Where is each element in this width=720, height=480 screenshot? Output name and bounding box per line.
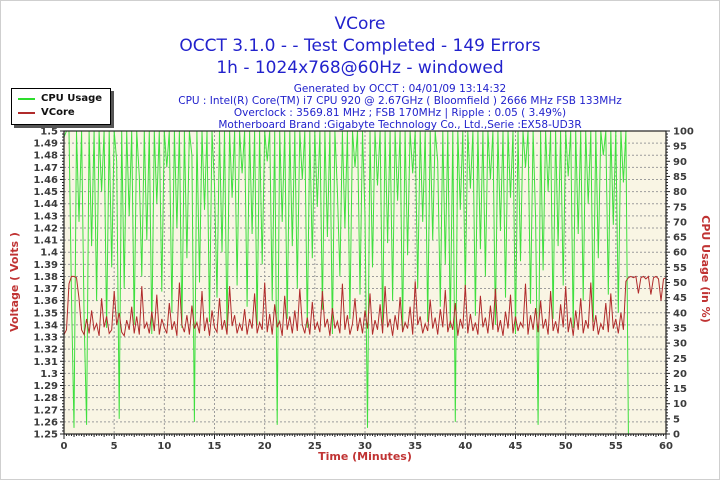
- svg-text:25: 25: [673, 354, 687, 365]
- svg-text:15: 15: [208, 441, 222, 452]
- svg-text:45: 45: [673, 293, 687, 304]
- svg-text:1.27: 1.27: [33, 405, 58, 416]
- svg-text:10: 10: [673, 399, 687, 410]
- svg-text:15: 15: [673, 384, 687, 395]
- svg-text:10: 10: [157, 441, 171, 452]
- svg-text:35: 35: [408, 441, 422, 452]
- svg-text:1.46: 1.46: [33, 175, 58, 186]
- svg-text:1.33: 1.33: [33, 333, 58, 344]
- svg-text:50: 50: [673, 278, 687, 289]
- svg-text:60: 60: [673, 248, 687, 259]
- svg-text:1.32: 1.32: [33, 345, 58, 356]
- chart-subtitle-status: OCCT 3.1.0 - - Test Completed - 149 Erro…: [179, 36, 541, 56]
- svg-text:30: 30: [673, 339, 687, 350]
- svg-text:65: 65: [673, 233, 687, 244]
- svg-text:100: 100: [673, 127, 694, 138]
- svg-text:55: 55: [673, 263, 687, 274]
- legend: CPU Usage VCore: [11, 88, 112, 125]
- vcore-line-swatch-icon: [18, 112, 35, 114]
- chart-title: VCore: [334, 14, 386, 34]
- svg-text:40: 40: [673, 308, 687, 319]
- svg-text:35: 35: [673, 323, 687, 334]
- title-block: VCore OCCT 3.1.0 - - Test Completed - 14…: [1, 13, 719, 79]
- svg-text:5: 5: [111, 441, 118, 452]
- x-axis-title: Time (Minutes): [318, 450, 412, 463]
- svg-text:1.34: 1.34: [33, 320, 58, 331]
- svg-text:1.3: 1.3: [40, 369, 58, 380]
- svg-text:1.41: 1.41: [33, 236, 58, 247]
- svg-text:95: 95: [673, 142, 687, 153]
- svg-text:1.5: 1.5: [40, 127, 58, 138]
- svg-text:1.29: 1.29: [33, 381, 58, 392]
- svg-text:75: 75: [673, 202, 687, 213]
- info-generated: Generated by OCCT : 04/01/09 13:14:32: [293, 83, 507, 95]
- svg-text:1.36: 1.36: [33, 296, 58, 307]
- svg-text:20: 20: [673, 369, 687, 380]
- svg-text:1.4: 1.4: [40, 248, 58, 259]
- svg-text:40: 40: [458, 441, 472, 452]
- svg-text:55: 55: [609, 441, 623, 452]
- chart-subtitle-mode: 1h - 1024x768@60Hz - windowed: [216, 58, 504, 78]
- y-axis-title-right: CPU Usage (in %): [699, 215, 712, 323]
- svg-text:85: 85: [673, 172, 687, 183]
- svg-text:1.31: 1.31: [33, 357, 58, 368]
- svg-text:45: 45: [509, 441, 523, 452]
- svg-text:1.37: 1.37: [33, 284, 58, 295]
- legend-label-vcore: VCore: [41, 107, 75, 118]
- svg-text:80: 80: [673, 187, 687, 198]
- legend-item-vcore: VCore: [18, 106, 102, 120]
- svg-text:5: 5: [673, 414, 680, 425]
- svg-text:1.42: 1.42: [33, 223, 58, 234]
- svg-text:60: 60: [659, 441, 673, 452]
- svg-text:1.25: 1.25: [33, 430, 58, 441]
- svg-text:1.49: 1.49: [33, 139, 58, 150]
- svg-text:1.43: 1.43: [33, 211, 58, 222]
- svg-text:1.38: 1.38: [33, 272, 58, 283]
- svg-text:70: 70: [673, 217, 687, 228]
- svg-text:1.28: 1.28: [33, 393, 58, 404]
- svg-text:1.45: 1.45: [33, 187, 58, 198]
- cpu-usage-line-swatch-icon: [18, 98, 35, 100]
- legend-label-cpu-usage: CPU Usage: [41, 93, 103, 104]
- svg-text:1.48: 1.48: [33, 151, 58, 162]
- svg-text:20: 20: [258, 441, 272, 452]
- svg-text:1.44: 1.44: [33, 199, 58, 210]
- svg-text:1.39: 1.39: [33, 260, 58, 271]
- info-motherboard: Motherboard Brand :Gigabyte Technology C…: [218, 119, 582, 131]
- svg-text:50: 50: [559, 441, 573, 452]
- svg-text:1.26: 1.26: [33, 417, 58, 428]
- svg-text:30: 30: [358, 441, 372, 452]
- info-overclock: Overclock : 3569.81 MHz ; FSB 170MHz | R…: [233, 107, 567, 119]
- svg-text:90: 90: [673, 157, 687, 168]
- y-axis-title-left: Voltage ( Volts ): [8, 232, 21, 332]
- svg-text:25: 25: [308, 441, 322, 452]
- svg-text:1.47: 1.47: [33, 163, 58, 174]
- svg-text:0: 0: [61, 441, 68, 452]
- svg-text:0: 0: [673, 430, 680, 441]
- info-cpu: CPU : Intel(R) Core(TM) i7 CPU 920 @ 2.6…: [178, 95, 622, 107]
- system-info-block: Generated by OCCT : 04/01/09 13:14:32 CP…: [111, 83, 689, 131]
- svg-text:1.35: 1.35: [33, 308, 58, 319]
- legend-item-cpu-usage: CPU Usage: [18, 92, 102, 106]
